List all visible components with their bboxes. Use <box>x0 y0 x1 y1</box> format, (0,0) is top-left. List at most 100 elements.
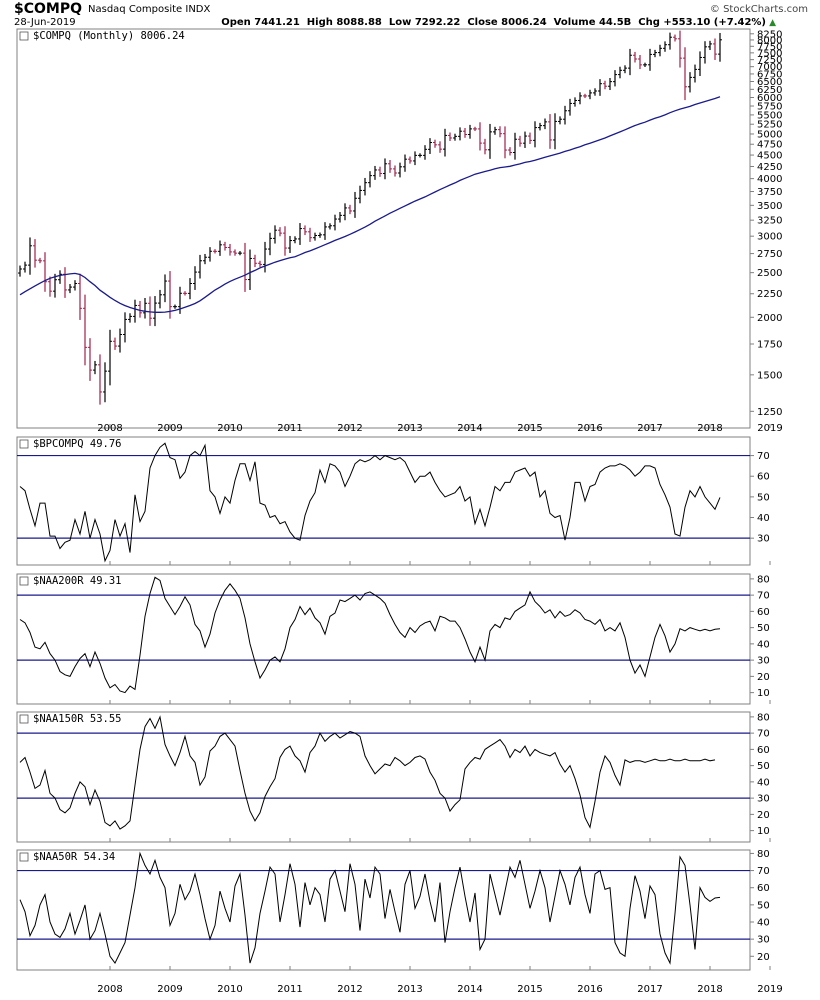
y-tick-label: 70 <box>757 866 770 877</box>
x-tick-label: 2019 <box>757 984 782 995</box>
y-tick-label: 40 <box>757 639 770 650</box>
x-tick-label: 2010 <box>217 423 242 434</box>
y-tick-label: 6500 <box>757 77 782 88</box>
x-tick-label: 2016 <box>577 984 602 995</box>
panel-label: $COMPQ (Monthly) 8006.24 <box>33 30 185 42</box>
panel-label: $NAA200R 49.31 <box>33 575 122 587</box>
x-tick-label: 2018 <box>697 423 722 434</box>
y-tick-label: 3750 <box>757 187 782 198</box>
panel-frame <box>16 573 751 705</box>
y-tick-label: 10 <box>757 688 770 699</box>
y-tick-label: 20 <box>757 952 770 963</box>
y-tick-label: 2750 <box>757 249 782 260</box>
y-tick-label: 60 <box>757 883 770 894</box>
y-tick-label: 8250 <box>757 29 782 40</box>
y-tick-label: 4000 <box>757 174 782 185</box>
x-tick-label: 2009 <box>157 423 182 434</box>
y-tick-label: 50 <box>757 623 770 634</box>
x-tick-label: 2016 <box>577 423 602 434</box>
x-tick-label: 2019 <box>757 423 782 434</box>
y-tick-label: 50 <box>757 492 770 503</box>
panel-frame <box>16 711 751 843</box>
panel-toggle-icon <box>19 852 29 862</box>
y-tick-label: 60 <box>757 607 770 618</box>
y-tick-label: 7750 <box>757 42 782 53</box>
y-tick-label: 3500 <box>757 201 782 212</box>
y-tick-label: 3250 <box>757 216 782 227</box>
panel-label: $BPCOMPQ 49.76 <box>33 438 122 450</box>
panel-toggle-icon <box>19 576 29 586</box>
y-tick-label: 70 <box>757 591 770 602</box>
x-tick-label: 2011 <box>277 423 302 434</box>
y-tick-label: 60 <box>757 745 770 756</box>
indicator-series-line <box>19 715 716 830</box>
y-tick-label: 60 <box>757 472 770 483</box>
x-tick-label: 2014 <box>457 984 482 995</box>
panel-label: $NAA150R 53.55 <box>33 713 122 725</box>
x-tick-label: 2015 <box>517 423 542 434</box>
y-tick-label: 1500 <box>757 370 782 381</box>
y-tick-label: 70 <box>757 729 770 740</box>
symbol-title: $COMPQ <box>14 1 83 17</box>
y-tick-label: 7250 <box>757 55 782 66</box>
x-tick-label: 2017 <box>637 423 662 434</box>
y-tick-label: 4750 <box>757 140 782 151</box>
y-tick-label: 2250 <box>757 289 782 300</box>
y-tick-label: 30 <box>757 794 770 805</box>
x-tick-label: 2014 <box>457 423 482 434</box>
y-tick-label: 7000 <box>757 62 782 73</box>
panel-toggle-icon <box>19 714 29 724</box>
x-tick-label: 2018 <box>697 984 722 995</box>
panel-toggle-icon <box>19 31 29 41</box>
x-tick-label: 2010 <box>217 984 242 995</box>
panel-label: $NAA50R 54.34 <box>33 851 115 863</box>
y-tick-label: 50 <box>757 900 770 911</box>
y-tick-label: 20 <box>757 810 770 821</box>
y-tick-label: 5250 <box>757 120 782 131</box>
y-tick-label: 40 <box>757 777 770 788</box>
y-tick-label: 2500 <box>757 268 782 279</box>
y-tick-label: 50 <box>757 761 770 772</box>
y-tick-label: 5000 <box>757 129 782 140</box>
y-tick-label: 1250 <box>757 407 782 418</box>
x-tick-label: 2013 <box>397 984 422 995</box>
x-tick-label: 2017 <box>637 984 662 995</box>
y-tick-label: 80 <box>757 712 770 723</box>
y-tick-label: 40 <box>757 513 770 524</box>
y-tick-label: 20 <box>757 672 770 683</box>
change-up-arrow: ▲ <box>769 18 776 28</box>
y-tick-label: 6750 <box>757 69 782 80</box>
x-tick-label: 2013 <box>397 423 422 434</box>
y-tick-label: 5750 <box>757 102 782 113</box>
x-tick-label: 2008 <box>97 423 122 434</box>
moving-average-line <box>19 96 721 313</box>
panel-frame <box>16 28 751 429</box>
y-tick-label: 30 <box>757 656 770 667</box>
y-tick-label: 7500 <box>757 48 782 59</box>
ohlc-summary: Open 7441.21 High 8088.88 Low 7292.22 Cl… <box>221 17 766 28</box>
x-tick-label: 2009 <box>157 984 182 995</box>
indicator-series-line <box>19 576 721 694</box>
x-tick-label: 2011 <box>277 984 302 995</box>
y-tick-label: 3000 <box>757 232 782 243</box>
y-tick-label: 1750 <box>757 340 782 351</box>
indicator-series-line <box>19 851 721 965</box>
y-tick-label: 5500 <box>757 110 782 121</box>
y-tick-label: 30 <box>757 935 770 946</box>
panel-frame <box>16 436 751 566</box>
y-tick-label: 4500 <box>757 151 782 162</box>
stockcharts-credit: © StockCharts.com <box>709 4 808 15</box>
x-tick-label: 2015 <box>517 984 542 995</box>
panel-toggle-icon <box>19 439 29 449</box>
y-tick-label: 2000 <box>757 313 782 324</box>
y-tick-label: 6250 <box>757 85 782 96</box>
y-tick-label: 80 <box>757 574 770 585</box>
y-tick-label: 10 <box>757 826 770 837</box>
quote-date: 28-Jun-2019 <box>14 17 76 28</box>
y-tick-label: 6000 <box>757 93 782 104</box>
y-tick-label: 30 <box>757 534 770 545</box>
y-tick-label: 40 <box>757 918 770 929</box>
index-name: Nasdaq Composite INDX <box>88 4 211 15</box>
y-tick-label: 8000 <box>757 35 782 46</box>
y-tick-label: 4250 <box>757 162 782 173</box>
